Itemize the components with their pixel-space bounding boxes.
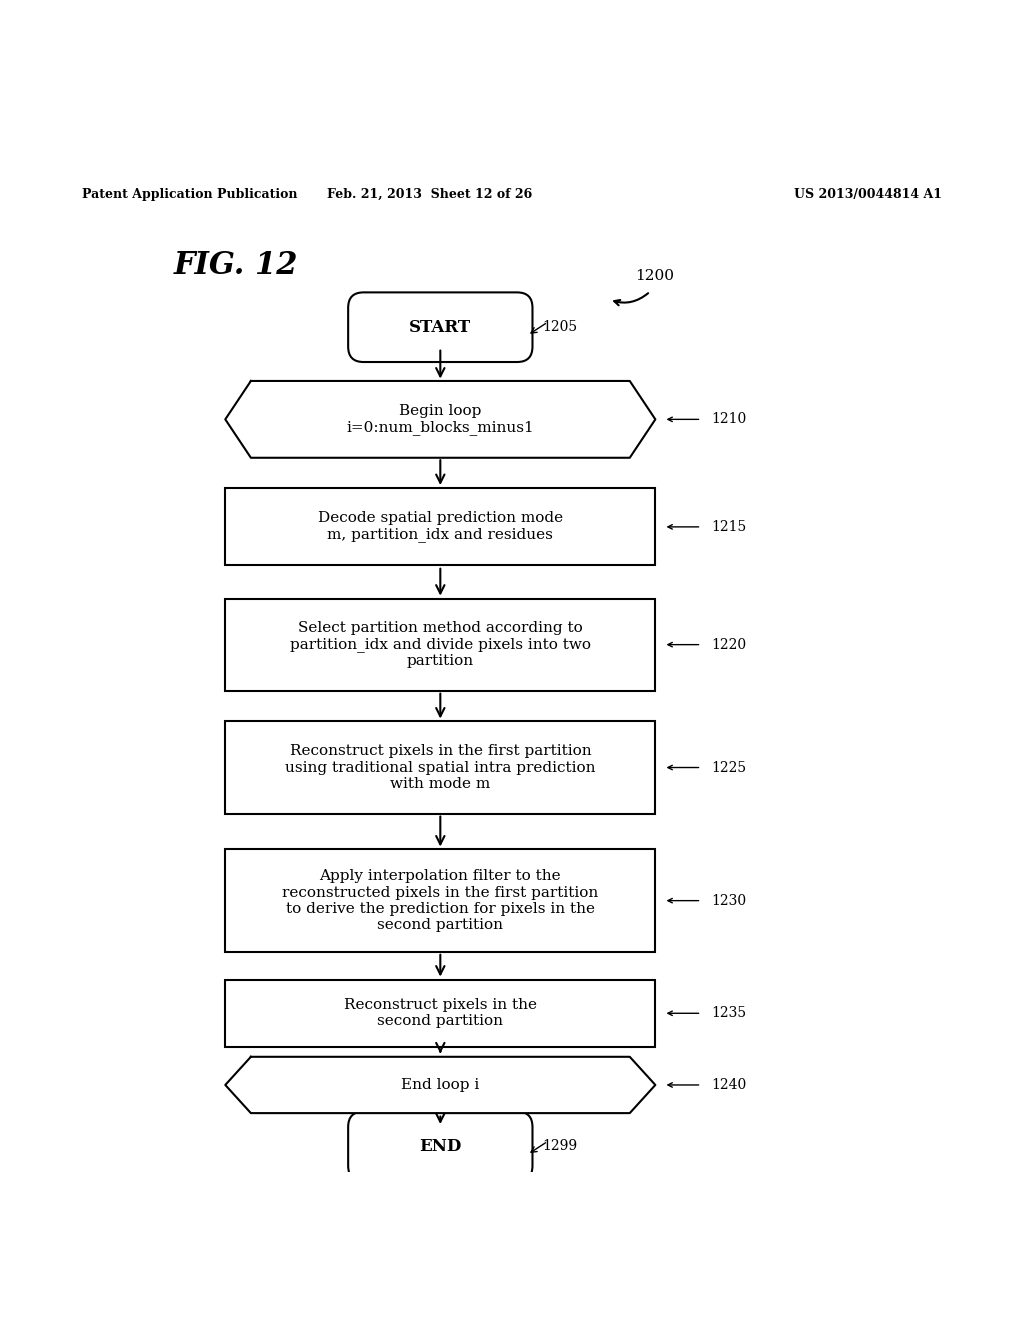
Text: 1225: 1225 (712, 760, 746, 775)
Text: 1210: 1210 (712, 412, 746, 426)
Text: 1215: 1215 (712, 520, 746, 533)
Text: 1205: 1205 (543, 321, 578, 334)
FancyBboxPatch shape (225, 488, 655, 565)
Text: Feb. 21, 2013  Sheet 12 of 26: Feb. 21, 2013 Sheet 12 of 26 (328, 187, 532, 201)
Text: 1200: 1200 (635, 269, 674, 282)
Text: End loop i: End loop i (401, 1078, 479, 1092)
Text: Patent Application Publication: Patent Application Publication (82, 187, 297, 201)
Text: Reconstruct pixels in the
second partition: Reconstruct pixels in the second partiti… (344, 998, 537, 1028)
Text: FIG. 12: FIG. 12 (174, 251, 299, 281)
FancyBboxPatch shape (225, 979, 655, 1047)
FancyBboxPatch shape (225, 598, 655, 690)
Text: 1240: 1240 (712, 1078, 746, 1092)
Text: Reconstruct pixels in the first partition
using traditional spatial intra predic: Reconstruct pixels in the first partitio… (285, 744, 596, 791)
Text: START: START (410, 318, 471, 335)
FancyBboxPatch shape (348, 293, 532, 362)
Text: 1299: 1299 (543, 1139, 578, 1154)
Text: 1235: 1235 (712, 1006, 746, 1020)
Polygon shape (225, 1057, 655, 1113)
Text: 1220: 1220 (712, 638, 746, 652)
FancyBboxPatch shape (225, 722, 655, 813)
FancyBboxPatch shape (348, 1111, 532, 1181)
Text: END: END (419, 1138, 462, 1155)
Text: Begin loop
i=0:num_blocks_minus1: Begin loop i=0:num_blocks_minus1 (346, 404, 535, 434)
FancyBboxPatch shape (225, 850, 655, 952)
Text: 1230: 1230 (712, 894, 746, 908)
Text: Decode spatial prediction mode
m, partition_idx and residues: Decode spatial prediction mode m, partit… (317, 511, 563, 543)
Text: US 2013/0044814 A1: US 2013/0044814 A1 (794, 187, 942, 201)
Polygon shape (225, 381, 655, 458)
Text: Select partition method according to
partition_idx and divide pixels into two
pa: Select partition method according to par… (290, 620, 591, 668)
Text: Apply interpolation filter to the
reconstructed pixels in the first partition
to: Apply interpolation filter to the recons… (283, 870, 598, 932)
